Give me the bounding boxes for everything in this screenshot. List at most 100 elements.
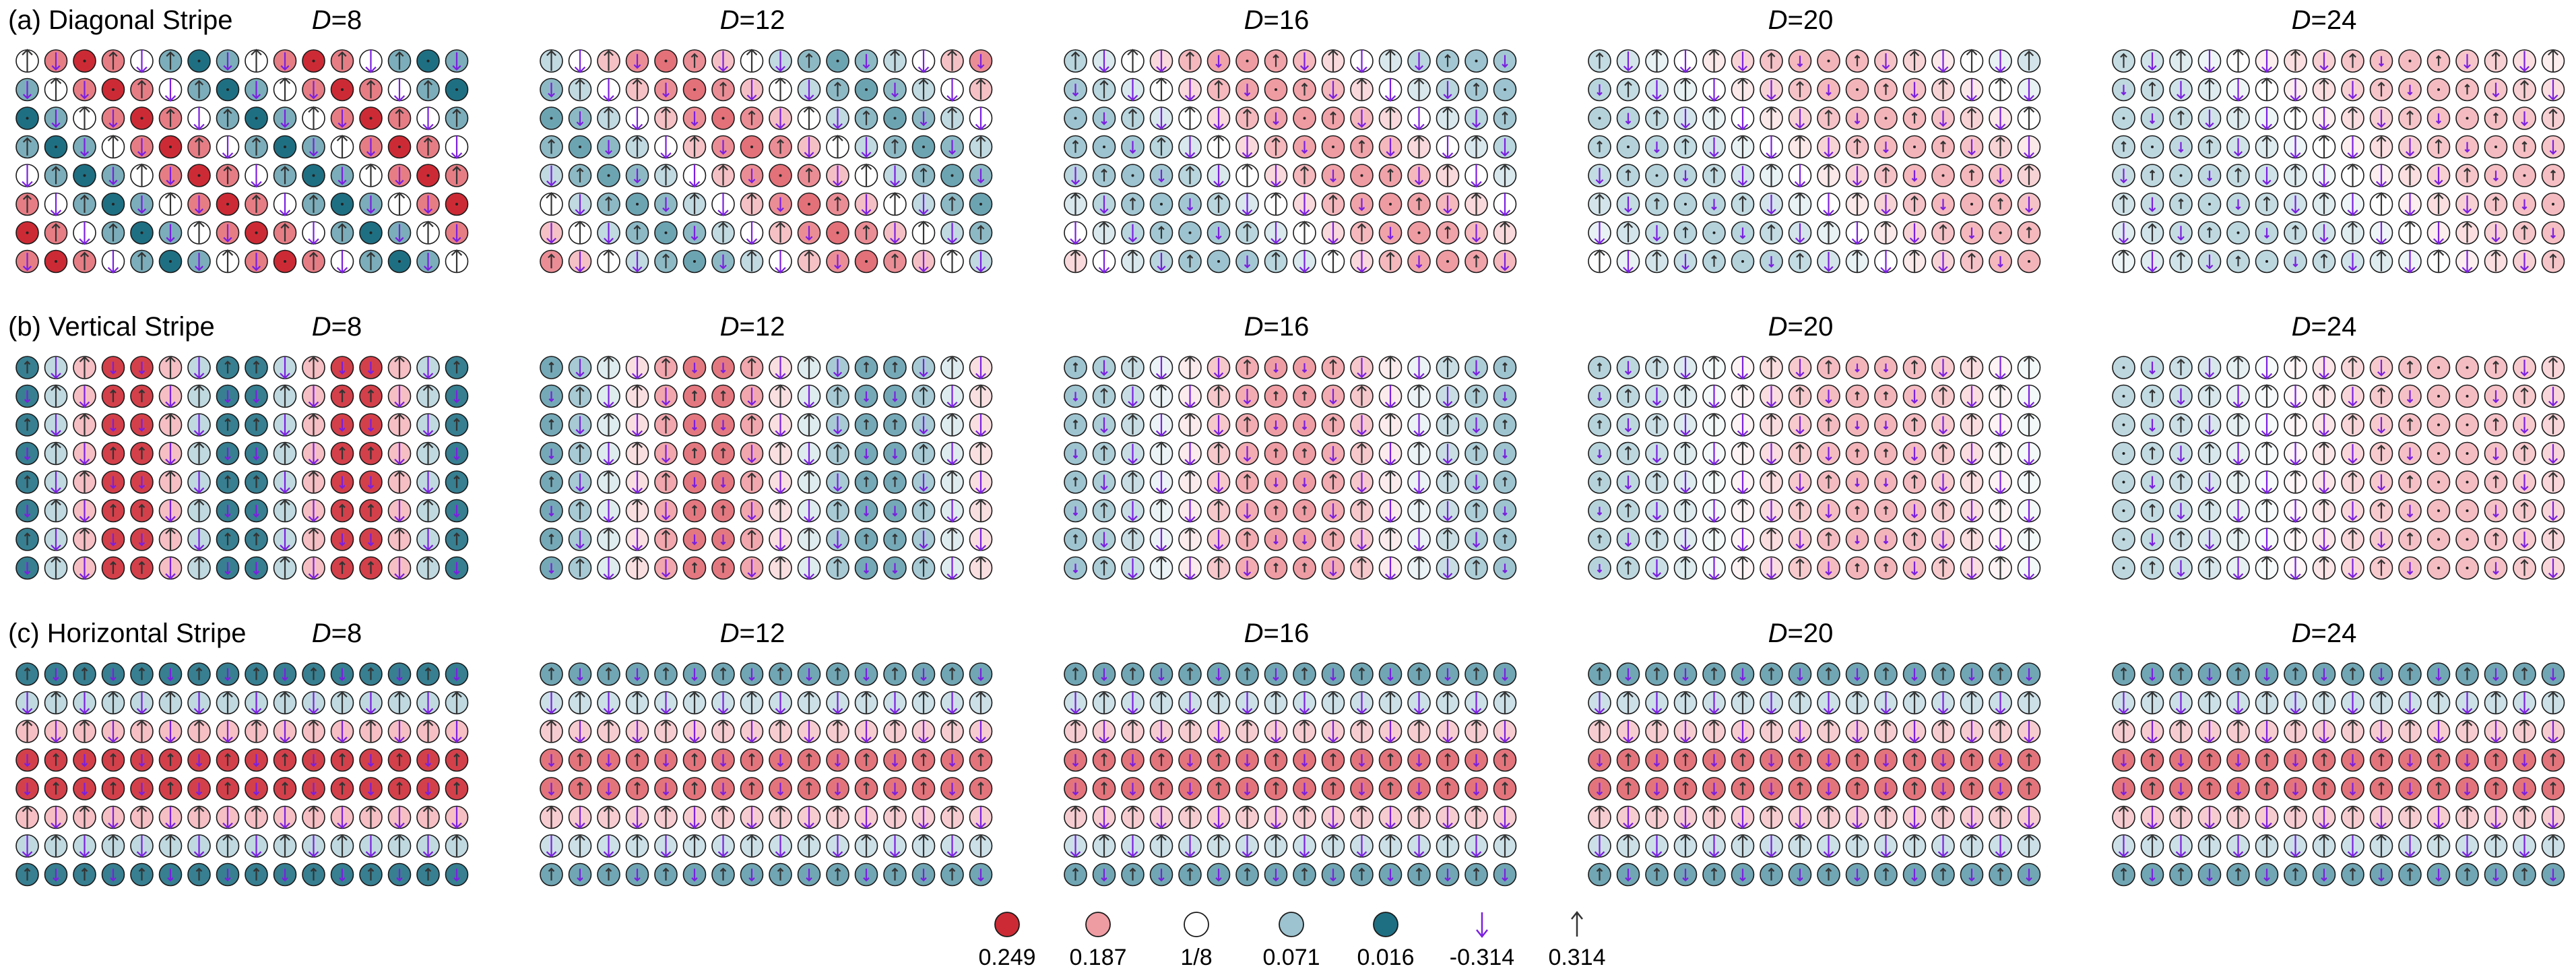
lattice-site (2140, 556, 2164, 580)
arrow-head (631, 384, 643, 391)
arrow-head (1597, 455, 1603, 459)
lattice-site (416, 135, 440, 159)
lattice-site (1645, 413, 1669, 437)
lattice-site (2197, 441, 2222, 466)
arrow-head (920, 121, 928, 127)
arrow-head (422, 441, 434, 449)
lattice-site (1760, 106, 1783, 130)
lattice-site (1588, 356, 1611, 379)
arrow-head (1358, 207, 1365, 212)
arrow-head (975, 135, 986, 142)
arrow-head (1072, 512, 1078, 516)
arrow-head (1472, 485, 1481, 491)
arrow-head (51, 65, 61, 71)
arrow-head (453, 456, 460, 461)
lattice-site (883, 221, 907, 245)
lattice-site (2369, 441, 2393, 466)
lattice-site (1731, 384, 1755, 408)
lattice-site (969, 556, 993, 580)
arrow-head (946, 470, 958, 477)
lattice-site (940, 164, 964, 187)
arrow-head (575, 429, 585, 435)
arrow-head (394, 573, 405, 580)
arrow-head (892, 513, 898, 517)
lattice-site (1407, 413, 1431, 437)
arrow-head (1795, 443, 1805, 449)
arrow-head (1413, 123, 1425, 131)
lattice-site (682, 384, 707, 408)
arrow-head (946, 402, 958, 408)
lattice-site (2484, 249, 2508, 274)
arrow-head (746, 49, 758, 56)
arrow-head (1824, 151, 1834, 158)
arrow-head (2492, 532, 2499, 537)
arrow-head (2176, 94, 2186, 100)
lattice-site (1407, 528, 1431, 552)
lattice-site (2284, 412, 2307, 437)
arrow-head (2204, 385, 2215, 392)
lattice-site (1436, 135, 1460, 160)
arrow-head (1471, 181, 1482, 188)
arrow-head (280, 487, 290, 494)
lattice-site (1321, 106, 1345, 130)
lattice-site (2541, 77, 2565, 102)
arrow-head (804, 152, 814, 158)
arrow-head (1708, 573, 1720, 580)
arrow-head (2204, 372, 2215, 378)
zero-spin-dot (140, 231, 143, 234)
lattice-site (1960, 192, 1984, 216)
lattice-site (1092, 49, 1116, 73)
lattice-site (540, 413, 563, 437)
arrow-head (1128, 401, 1138, 407)
lattice-site (854, 556, 878, 580)
lattice-site (1407, 556, 1431, 580)
arrow-head (1910, 474, 1919, 479)
arrow-head (1357, 443, 1367, 449)
arrow-head (1072, 455, 1078, 459)
arrow-head (1070, 192, 1081, 199)
lattice-site (445, 413, 469, 437)
lattice-site (1645, 49, 1669, 73)
arrow-head (720, 369, 726, 374)
lattice-site (1616, 556, 1640, 580)
zero-spin-dot (1160, 203, 1163, 206)
arrow-head (576, 121, 584, 127)
arrow-head (1938, 443, 1948, 449)
zero-spin-dot (26, 117, 29, 120)
arrow-head (2348, 265, 2358, 272)
lattice-site (130, 77, 154, 102)
lattice-site (911, 556, 936, 580)
arrow-head (1995, 441, 2006, 448)
arrow-head (309, 251, 319, 257)
panel-title-diagonal-d16: D=16 (1209, 5, 1344, 36)
arrow-head (110, 427, 117, 432)
lattice-site (359, 384, 383, 408)
arrow-head (1883, 483, 1889, 488)
arrow-head (2404, 220, 2416, 228)
lattice-site (1673, 106, 1698, 130)
arrow-head (1766, 515, 1777, 522)
lattice-site (1960, 384, 1984, 408)
arrow-head (2548, 108, 2558, 115)
lattice-site (1293, 220, 1316, 245)
lattice-site (1436, 221, 1460, 245)
arrow-head (1357, 500, 1367, 506)
arrow-head (548, 476, 554, 480)
lattice-site (682, 135, 707, 159)
arrow-head (422, 384, 434, 391)
lattice-site (1407, 384, 1431, 408)
arrow-head (1273, 448, 1279, 452)
arrow-head (1330, 178, 1337, 183)
lattice-site (1378, 249, 1403, 274)
lattice-site (2312, 192, 2336, 216)
lattice-site (130, 49, 154, 73)
lattice-site (1350, 135, 1374, 159)
lattice-site (1121, 249, 1145, 274)
lattice-site (2426, 135, 2451, 159)
lattice-site (302, 49, 325, 73)
arrow-head (1299, 65, 1310, 71)
arrow-head (1654, 197, 1660, 202)
panel-title-value: =12 (739, 5, 785, 35)
lattice-site (1989, 221, 2012, 245)
lattice-site (883, 164, 907, 187)
